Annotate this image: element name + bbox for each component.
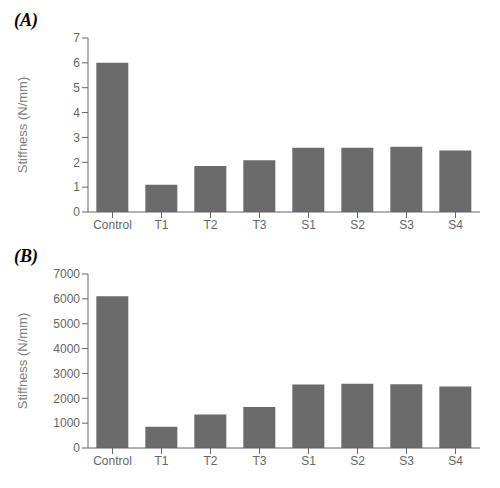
- svg-text:S1: S1: [301, 454, 316, 468]
- svg-text:T1: T1: [154, 454, 168, 468]
- svg-text:Control: Control: [93, 218, 132, 232]
- svg-text:7: 7: [73, 32, 80, 45]
- svg-text:3000: 3000: [53, 367, 80, 381]
- svg-text:2: 2: [73, 156, 80, 170]
- svg-text:6: 6: [73, 56, 80, 70]
- svg-text:T3: T3: [252, 218, 266, 232]
- svg-text:0: 0: [73, 441, 80, 455]
- svg-text:5000: 5000: [53, 317, 80, 331]
- svg-text:Stiffness (N/mm): Stiffness (N/mm): [15, 77, 30, 174]
- svg-text:T3: T3: [252, 454, 266, 468]
- svg-text:S1: S1: [301, 218, 316, 232]
- svg-text:S2: S2: [350, 454, 365, 468]
- svg-text:5: 5: [73, 81, 80, 95]
- svg-text:Control: Control: [93, 454, 132, 468]
- svg-text:S4: S4: [448, 218, 463, 232]
- svg-text:7000: 7000: [53, 268, 80, 281]
- svg-text:3: 3: [73, 131, 80, 145]
- svg-text:0: 0: [73, 205, 80, 219]
- svg-text:4000: 4000: [53, 342, 80, 356]
- svg-text:2000: 2000: [53, 392, 80, 406]
- svg-text:T2: T2: [203, 218, 217, 232]
- svg-text:1000: 1000: [53, 416, 80, 430]
- svg-text:6000: 6000: [53, 292, 80, 306]
- svg-text:Stiffness (N/mm): Stiffness (N/mm): [15, 313, 30, 410]
- html-text:(B): (B): [14, 246, 38, 266]
- svg-text:S4: S4: [448, 454, 463, 468]
- svg-text:4: 4: [73, 106, 80, 120]
- svg-text:S3: S3: [399, 454, 414, 468]
- svg-text:T2: T2: [203, 454, 217, 468]
- svg-text:1: 1: [73, 180, 80, 194]
- svg-text:S2: S2: [350, 218, 365, 232]
- html-text:(A): (A): [14, 10, 38, 30]
- svg-text:T1: T1: [154, 218, 168, 232]
- svg-text:S3: S3: [399, 218, 414, 232]
